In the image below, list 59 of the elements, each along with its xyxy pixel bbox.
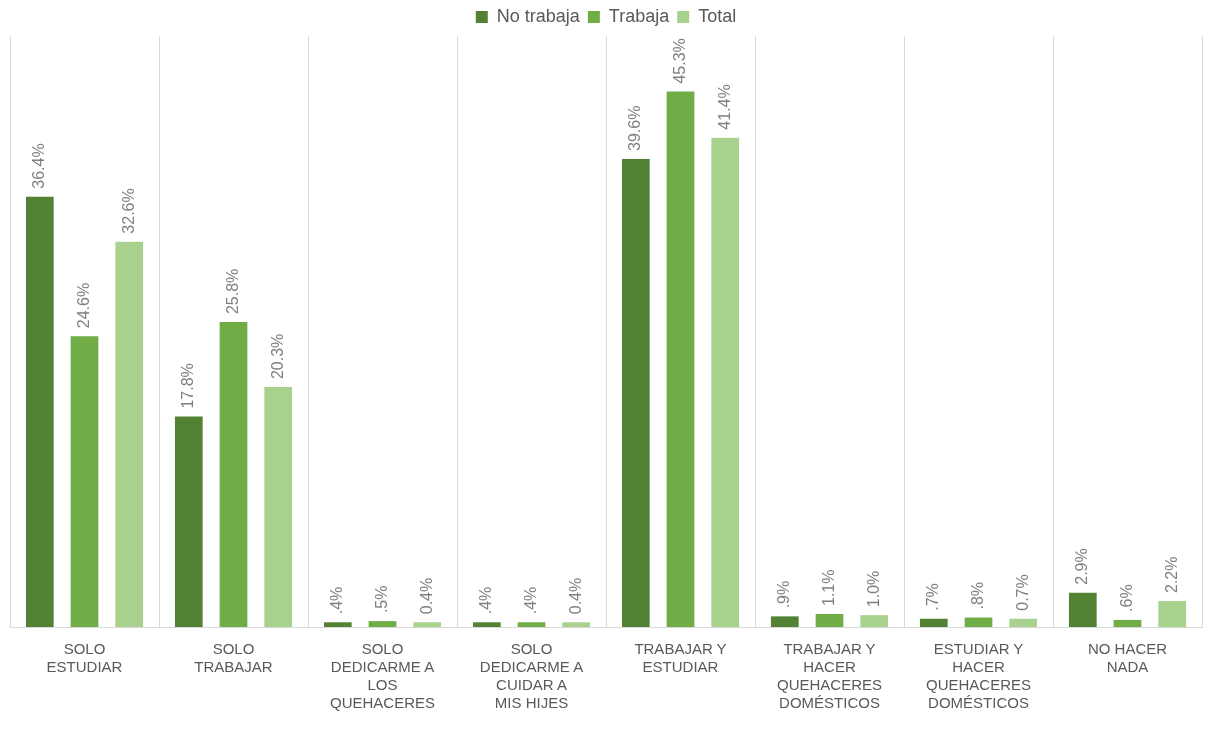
data-label: 0.4% bbox=[566, 577, 584, 615]
bar bbox=[562, 622, 591, 627]
data-label: .4% bbox=[521, 586, 539, 615]
bar bbox=[368, 621, 397, 627]
data-label: 36.4% bbox=[30, 143, 48, 189]
data-label: 0.4% bbox=[417, 577, 435, 615]
bar bbox=[174, 416, 203, 627]
data-label: 20.3% bbox=[268, 333, 286, 380]
x-tick-label: SOLO DEDICARME A LOS QUEHACERES bbox=[329, 640, 436, 712]
bar bbox=[517, 622, 546, 627]
data-label: .4% bbox=[328, 586, 346, 615]
bar bbox=[1158, 601, 1187, 627]
data-label: .9% bbox=[775, 580, 793, 609]
data-label: 45.3% bbox=[670, 38, 688, 84]
bar bbox=[815, 614, 844, 627]
bar bbox=[860, 615, 889, 627]
legend-label: No trabaja bbox=[496, 5, 581, 26]
bar bbox=[25, 196, 54, 627]
bar bbox=[219, 322, 248, 627]
bar bbox=[472, 622, 501, 627]
data-label: 41.4% bbox=[715, 84, 733, 130]
bar bbox=[1113, 619, 1142, 627]
data-label: 0.7% bbox=[1013, 574, 1031, 611]
x-tick-label: NO HACER NADA bbox=[1087, 640, 1168, 676]
x-tick-label: SOLO DEDICARME A CUIDAR A MIS HIJES bbox=[479, 640, 584, 712]
legend-label: Total bbox=[698, 5, 737, 26]
bar bbox=[264, 387, 293, 627]
bar bbox=[621, 158, 650, 627]
bar bbox=[964, 617, 993, 627]
bar bbox=[70, 336, 99, 627]
data-label: 1.1% bbox=[819, 569, 837, 606]
bar bbox=[413, 622, 442, 627]
bar bbox=[323, 622, 352, 627]
data-label: 1.0% bbox=[864, 570, 882, 608]
data-label: .7% bbox=[924, 583, 942, 611]
x-tick-label: SOLO TRABAJAR bbox=[194, 640, 273, 676]
data-label: .6% bbox=[1117, 584, 1135, 612]
data-label: .4% bbox=[477, 586, 495, 615]
x-tick-label: SOLO ESTUDIAR bbox=[46, 640, 123, 676]
x-tick-label: ESTUDIAR Y HACER QUEHACERES DOMÉSTICOS bbox=[925, 640, 1032, 712]
x-tick-label: TRABAJAR Y HACER QUEHACERES DOMÉSTICOS bbox=[776, 640, 883, 712]
bar bbox=[115, 241, 144, 627]
data-label: 32.6% bbox=[119, 188, 137, 234]
data-label: 24.6% bbox=[74, 282, 92, 329]
data-label: .5% bbox=[372, 585, 390, 614]
bar bbox=[666, 91, 695, 627]
x-tick-label: TRABAJAR Y ESTUDIAR bbox=[634, 640, 727, 676]
bar bbox=[711, 137, 740, 627]
bar bbox=[1068, 592, 1097, 627]
bar bbox=[1009, 618, 1038, 627]
data-label: 39.6% bbox=[626, 105, 644, 151]
data-label: 25.8% bbox=[223, 268, 241, 315]
data-label: .8% bbox=[968, 581, 986, 610]
bar bbox=[770, 616, 799, 627]
data-label: 17.8% bbox=[179, 363, 197, 409]
legend-label: Trabaja bbox=[608, 5, 671, 26]
data-label: 2.9% bbox=[1073, 548, 1091, 585]
data-label: 2.2% bbox=[1162, 556, 1180, 593]
bar bbox=[919, 618, 948, 627]
